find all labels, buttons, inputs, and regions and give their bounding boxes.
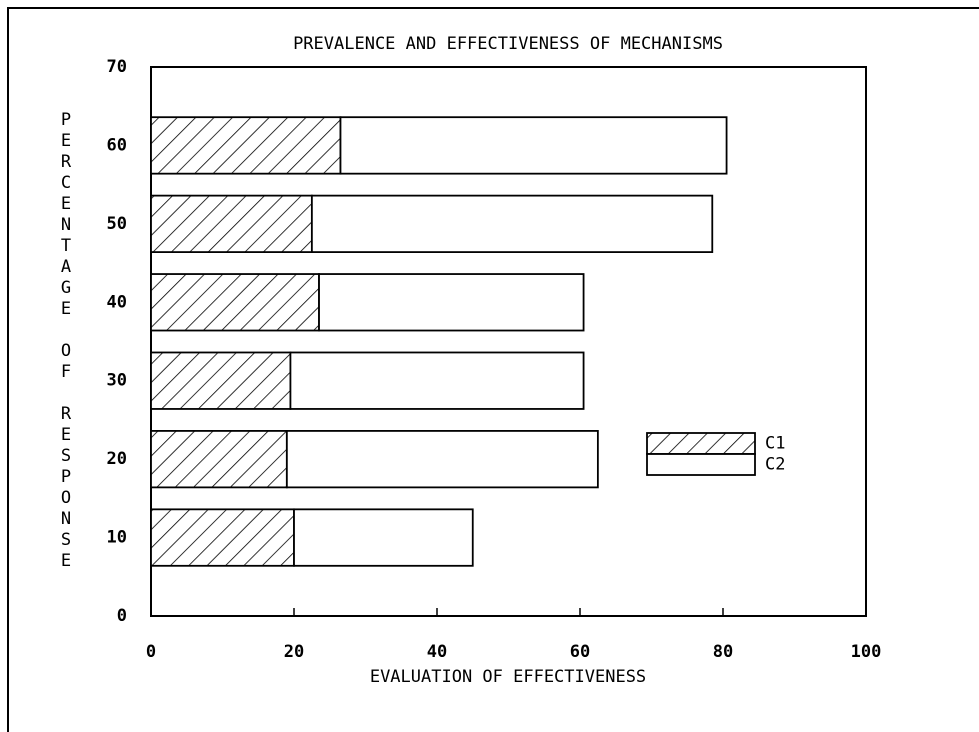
y-tick-label: 70 <box>107 57 127 77</box>
legend-label: C2 <box>765 455 785 475</box>
bar-segment <box>150 116 342 175</box>
y-tick-label: 20 <box>107 449 127 469</box>
bar-segment <box>289 351 585 410</box>
y-tick-label: 50 <box>107 214 127 234</box>
bar-segment <box>150 273 320 332</box>
bar-segment <box>150 351 292 410</box>
x-tick-label: 0 <box>146 642 156 662</box>
x-tick-label: 100 <box>851 642 882 662</box>
y-axis-label: PERCENTAGE OF RESPONSE <box>56 110 76 572</box>
frame <box>7 7 979 732</box>
legend-label: C1 <box>765 434 785 454</box>
chart-title: PREVALENCE AND EFFECTIVENESS OF MECHANIS… <box>293 34 723 54</box>
y-tick-label: 30 <box>107 371 127 391</box>
bar-segment <box>150 508 295 567</box>
bar-segment <box>310 194 714 253</box>
bar-segment <box>150 430 288 489</box>
bar-segment <box>285 430 599 489</box>
y-tick-label: 10 <box>107 528 127 548</box>
y-tick-label: 0 <box>117 606 127 626</box>
bar-segment <box>293 508 474 567</box>
x-tick-label: 80 <box>713 642 733 662</box>
y-tick-label: 40 <box>107 292 127 312</box>
legend-swatch <box>646 453 756 476</box>
y-tick-label: 60 <box>107 135 127 155</box>
x-tick-label: 20 <box>284 642 304 662</box>
plot-area <box>150 66 867 617</box>
legend-swatch <box>646 432 756 455</box>
bar-segment <box>318 273 585 332</box>
x-tick-label: 60 <box>570 642 590 662</box>
x-tick-label: 40 <box>427 642 447 662</box>
x-axis-label: EVALUATION OF EFFECTIVENESS <box>370 667 646 687</box>
bar-segment <box>150 194 313 253</box>
bar-segment <box>339 116 728 175</box>
